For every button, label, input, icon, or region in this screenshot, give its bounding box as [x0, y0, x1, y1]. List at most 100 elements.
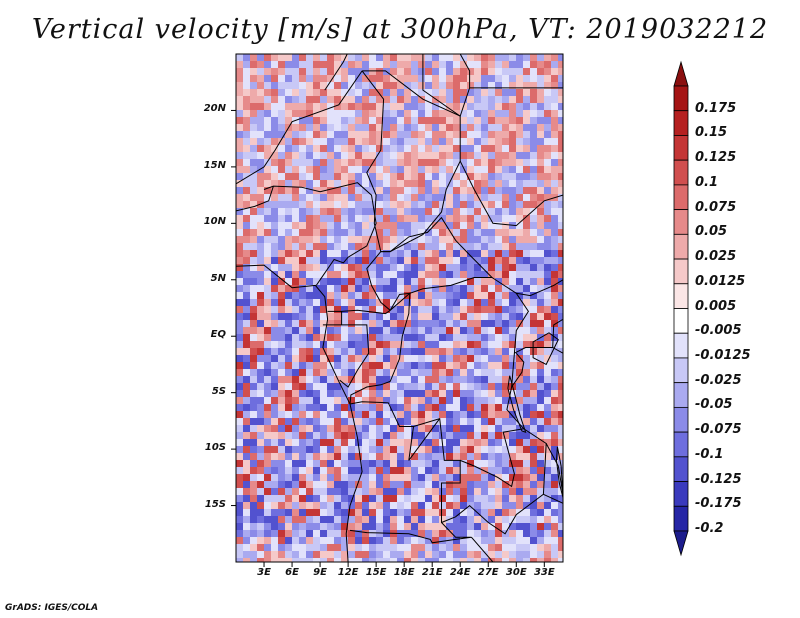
field-cell: [278, 397, 285, 404]
border-line: [236, 264, 363, 562]
colorbar-swatch: [673, 258, 689, 285]
field-cell: [334, 166, 341, 173]
field-cell: [250, 411, 257, 418]
field-cell: [299, 544, 306, 551]
field-cell: [523, 537, 530, 544]
field-cell: [488, 68, 495, 75]
field-cell: [432, 446, 439, 453]
field-cell: [544, 362, 551, 369]
field-cell: [278, 103, 285, 110]
field-cell: [257, 313, 264, 320]
field-cell: [236, 418, 243, 425]
field-cell: [474, 516, 481, 523]
field-cell: [299, 453, 306, 460]
field-cell: [376, 502, 383, 509]
field-cell: [495, 271, 502, 278]
field-cell: [376, 341, 383, 348]
field-cell: [327, 264, 334, 271]
field-cell: [334, 362, 341, 369]
field-cell: [551, 502, 558, 509]
field-cell: [467, 306, 474, 313]
field-cell: [390, 159, 397, 166]
field-cell: [348, 439, 355, 446]
field-cell: [495, 362, 502, 369]
field-cell: [383, 264, 390, 271]
field-cell: [264, 152, 271, 159]
field-cell: [257, 446, 264, 453]
field-cell: [495, 341, 502, 348]
field-cell: [390, 376, 397, 383]
field-cell: [292, 257, 299, 264]
field-cell: [257, 453, 264, 460]
field-cell: [257, 208, 264, 215]
field-cell: [334, 82, 341, 89]
field-cell: [355, 243, 362, 250]
field-cell: [530, 166, 537, 173]
field-cell: [348, 411, 355, 418]
field-cell: [348, 334, 355, 341]
border-line: [491, 277, 563, 297]
field-cell: [544, 488, 551, 495]
field-cell: [292, 131, 299, 138]
field-cell: [453, 404, 460, 411]
field-cell: [383, 278, 390, 285]
field-cell: [509, 89, 516, 96]
field-cell: [236, 355, 243, 362]
field-cell: [425, 187, 432, 194]
field-cell: [362, 537, 369, 544]
field-cell: [453, 537, 460, 544]
field-cell: [355, 124, 362, 131]
field-cell: [558, 467, 563, 474]
field-cell: [509, 166, 516, 173]
field-cell: [544, 474, 551, 481]
field-cell: [250, 446, 257, 453]
field-cell: [446, 509, 453, 516]
field-cell: [551, 271, 558, 278]
field-cell: [292, 383, 299, 390]
field-cell: [474, 159, 481, 166]
field-cell: [467, 327, 474, 334]
field-cell: [278, 110, 285, 117]
field-cell: [250, 110, 257, 117]
field-cell: [488, 320, 495, 327]
field-cell: [362, 474, 369, 481]
field-cell: [558, 537, 563, 544]
field-cell: [341, 432, 348, 439]
field-cell: [537, 418, 544, 425]
field-cell: [502, 383, 509, 390]
field-cell: [425, 278, 432, 285]
field-cell: [376, 138, 383, 145]
field-cell: [236, 215, 243, 222]
field-cell: [292, 138, 299, 145]
field-cell: [467, 278, 474, 285]
field-cell: [446, 341, 453, 348]
field-cell: [264, 222, 271, 229]
field-cell: [369, 474, 376, 481]
field-cell: [313, 558, 320, 562]
field-cell: [285, 439, 292, 446]
field-cell: [250, 187, 257, 194]
field-cell: [369, 362, 376, 369]
field-cell: [481, 362, 488, 369]
field-cell: [537, 124, 544, 131]
field-cell: [551, 390, 558, 397]
field-cell: [299, 54, 306, 61]
field-cell: [355, 341, 362, 348]
field-cell: [537, 131, 544, 138]
field-cell: [285, 138, 292, 145]
field-cell: [313, 75, 320, 82]
field-cell: [236, 411, 243, 418]
field-cell: [453, 313, 460, 320]
field-cell: [264, 320, 271, 327]
field-cell: [355, 558, 362, 562]
field-cell: [236, 404, 243, 411]
field-cell: [481, 313, 488, 320]
field-cell: [488, 215, 495, 222]
field-cell: [467, 418, 474, 425]
field-cell: [236, 467, 243, 474]
field-cell: [530, 411, 537, 418]
field-cell: [425, 271, 432, 278]
field-cell: [278, 117, 285, 124]
field-cell: [292, 306, 299, 313]
field-cell: [257, 82, 264, 89]
